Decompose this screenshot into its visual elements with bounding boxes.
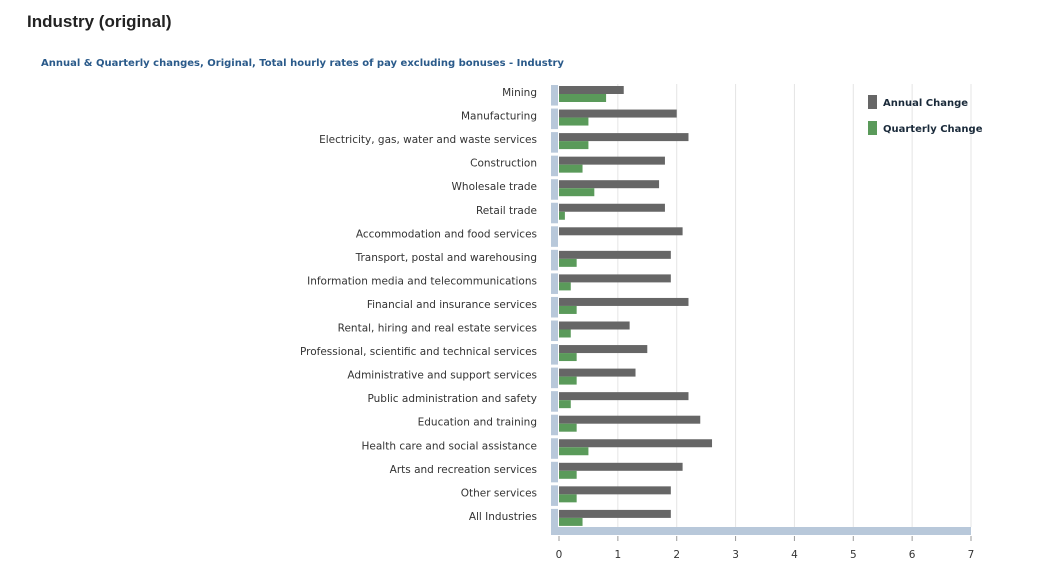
row-marker bbox=[551, 202, 558, 224]
x-tick-label: 5 bbox=[850, 549, 857, 561]
bar-annual bbox=[559, 109, 677, 118]
legend-swatch bbox=[868, 121, 877, 135]
bar-quarterly bbox=[559, 188, 595, 197]
bar-annual bbox=[559, 509, 671, 518]
category-label: Construction bbox=[470, 158, 537, 170]
bar-annual bbox=[559, 133, 689, 142]
row-marker bbox=[551, 179, 558, 200]
bar-annual bbox=[559, 297, 689, 306]
row-marker bbox=[551, 414, 558, 436]
bar-quarterly bbox=[559, 305, 577, 314]
bar-quarterly bbox=[559, 494, 577, 503]
bar-quarterly bbox=[559, 282, 571, 291]
page-title: Industry (original) bbox=[27, 12, 172, 31]
row-marker bbox=[551, 296, 558, 318]
x-tick-label: 0 bbox=[556, 549, 563, 561]
row-marker bbox=[551, 273, 558, 294]
bar-quarterly bbox=[559, 517, 583, 526]
row-marker bbox=[551, 155, 558, 177]
category-label: Wholesale trade bbox=[452, 181, 537, 193]
x-tick-label: 4 bbox=[791, 549, 798, 561]
bar-annual bbox=[559, 203, 665, 212]
category-label: Electricity, gas, water and waste servic… bbox=[319, 134, 537, 146]
row-marker bbox=[551, 132, 558, 153]
category-label: Administrative and support services bbox=[347, 370, 537, 382]
row-marker bbox=[551, 391, 558, 412]
category-label: Other services bbox=[461, 487, 537, 499]
row-marker bbox=[551, 108, 558, 130]
bar-annual bbox=[559, 439, 713, 448]
bar-annual bbox=[559, 415, 701, 424]
category-label: Retail trade bbox=[476, 205, 537, 217]
bar-annual bbox=[559, 180, 660, 189]
bar-quarterly bbox=[559, 164, 583, 173]
bar-quarterly bbox=[559, 376, 577, 385]
row-marker bbox=[551, 508, 558, 530]
category-label: Arts and recreation services bbox=[390, 464, 537, 476]
bar-quarterly bbox=[559, 258, 577, 267]
row-marker bbox=[551, 461, 558, 483]
row-marker bbox=[551, 249, 558, 271]
row-marker bbox=[551, 485, 558, 506]
bar-quarterly bbox=[559, 329, 571, 338]
bar-quarterly bbox=[559, 353, 577, 362]
x-tick-label: 3 bbox=[732, 549, 739, 561]
bar-annual bbox=[559, 321, 630, 330]
bar-quarterly bbox=[559, 400, 571, 409]
x-tick-label: 7 bbox=[968, 549, 975, 561]
bar-annual bbox=[559, 250, 671, 259]
bar-quarterly bbox=[559, 423, 577, 432]
row-marker bbox=[551, 85, 558, 106]
row-marker bbox=[551, 344, 558, 365]
chart-title: Annual & Quarterly changes, Original, To… bbox=[41, 58, 564, 69]
category-label: Professional, scientific and technical s… bbox=[300, 346, 537, 358]
bar-quarterly bbox=[559, 470, 577, 479]
x-tick-label: 2 bbox=[673, 549, 680, 561]
x-axis-band bbox=[551, 527, 971, 535]
category-label: Education and training bbox=[418, 417, 537, 429]
category-label: Transport, postal and warehousing bbox=[355, 252, 537, 264]
category-label: All Industries bbox=[469, 511, 537, 523]
bar-annual bbox=[559, 486, 671, 495]
legend-label: Quarterly Change bbox=[883, 124, 983, 135]
x-tick-label: 6 bbox=[909, 549, 916, 561]
legend-swatch bbox=[868, 95, 877, 109]
bar-annual bbox=[559, 345, 648, 354]
row-marker bbox=[551, 226, 558, 247]
bar-annual bbox=[559, 462, 683, 471]
bar-annual bbox=[559, 86, 624, 94]
legend-label: Annual Change bbox=[883, 98, 968, 109]
category-label: Health care and social assistance bbox=[362, 440, 537, 452]
category-label: Rental, hiring and real estate services bbox=[338, 323, 537, 335]
bar-quarterly bbox=[559, 141, 589, 150]
bar-annual bbox=[559, 368, 636, 377]
bar-quarterly bbox=[559, 447, 589, 456]
bar-quarterly bbox=[559, 211, 565, 220]
bar-annual bbox=[559, 392, 689, 401]
category-label: Accommodation and food services bbox=[356, 228, 537, 240]
row-marker bbox=[551, 438, 558, 459]
category-label: Mining bbox=[502, 87, 537, 99]
bar-annual bbox=[559, 156, 665, 165]
category-label: Financial and insurance services bbox=[367, 299, 537, 311]
bar-quarterly bbox=[559, 117, 589, 126]
bar-quarterly bbox=[559, 94, 607, 102]
bar-annual bbox=[559, 274, 671, 283]
category-label: Manufacturing bbox=[461, 111, 537, 123]
bar-annual bbox=[559, 227, 683, 236]
category-label: Public administration and safety bbox=[367, 393, 537, 405]
category-label: Information media and telecommunications bbox=[307, 275, 537, 287]
row-marker bbox=[551, 320, 558, 342]
x-tick-label: 1 bbox=[615, 549, 622, 561]
row-marker bbox=[551, 367, 558, 389]
